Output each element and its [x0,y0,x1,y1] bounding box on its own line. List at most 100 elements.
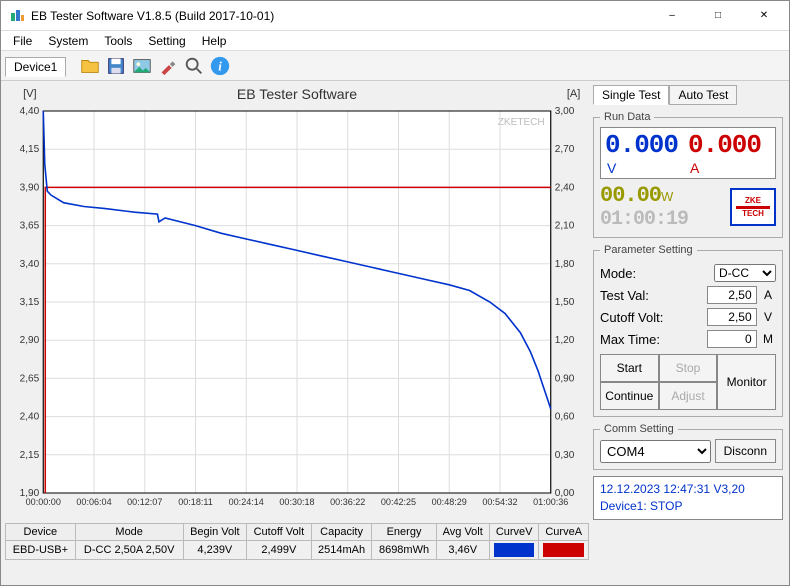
menu-help[interactable]: Help [194,32,235,50]
cell-curvea [539,541,589,560]
open-icon[interactable] [78,54,102,78]
svg-text:4,15: 4,15 [20,144,40,155]
cell-capacity: 2514mAh [311,541,372,560]
tools-icon[interactable] [156,54,180,78]
column-header: Cutoff Volt [247,524,312,541]
stop-button[interactable]: Stop [659,354,718,382]
tab-single-test[interactable]: Single Test [593,85,669,105]
column-header: CurveV [489,524,539,541]
adjust-button[interactable]: Adjust [659,382,718,410]
device-tab[interactable]: Device1 [5,57,66,77]
svg-text:00:42:25: 00:42:25 [381,497,416,507]
svg-text:[V]: [V] [23,88,37,100]
column-header: Energy [372,524,436,541]
svg-text:00:18:11: 00:18:11 [178,497,213,507]
comm-panel: Comm Setting COM4 Disconn [593,423,783,470]
com-port-select[interactable]: COM4 [600,440,711,463]
run-data-legend: Run Data [600,111,654,123]
svg-text:1,20: 1,20 [555,335,575,346]
svg-text:00:06:04: 00:06:04 [76,497,111,507]
column-header: Avg Volt [436,524,489,541]
column-header: Begin Volt [183,524,246,541]
svg-text:00:30:18: 00:30:18 [279,497,314,507]
param-legend: Parameter Setting [600,244,697,256]
close-button[interactable]: ✕ [741,1,787,31]
maxtime-label: Max Time: [600,332,660,347]
toolbar: Device1 i [1,51,789,81]
svg-text:3,65: 3,65 [20,221,40,232]
svg-text:00:24:14: 00:24:14 [229,497,264,507]
svg-text:00:12:07: 00:12:07 [127,497,162,507]
tab-auto-test[interactable]: Auto Test [669,85,737,105]
time-readout: 01:00:19 [600,208,688,231]
save-icon[interactable] [104,54,128,78]
svg-text:ZKETECH: ZKETECH [498,117,545,128]
svg-text:EB Tester Software: EB Tester Software [237,86,357,102]
menu-tools[interactable]: Tools [96,32,140,50]
svg-text:4,40: 4,40 [20,106,40,117]
cell-energy: 8698mWh [372,541,436,560]
run-data-panel: Run Data 0.000V 0.000A 00.00W 01:00:19 Z… [593,111,783,238]
maxtime-input[interactable]: 0 [707,330,757,348]
svg-text:2,65: 2,65 [20,373,40,384]
svg-text:2,40: 2,40 [555,182,575,193]
svg-text:0,90: 0,90 [555,373,575,384]
search-icon[interactable] [182,54,206,78]
svg-text:3,00: 3,00 [555,106,575,117]
svg-text:00:00:00: 00:00:00 [26,497,61,507]
svg-text:01:00:36: 01:00:36 [533,497,568,507]
cell-beginvolt: 4,239V [183,541,246,560]
svg-text:2,15: 2,15 [20,450,40,461]
mode-label: Mode: [600,266,636,281]
svg-text:00:48:29: 00:48:29 [432,497,467,507]
svg-text:00:54:32: 00:54:32 [482,497,517,507]
cutoff-input[interactable]: 2,50 [707,308,757,326]
testval-label: Test Val: [600,288,649,303]
status-line-2: Device1: STOP [600,498,776,515]
menubar: File System Tools Setting Help [1,31,789,51]
parameter-panel: Parameter Setting Mode: D-CC Test Val: 2… [593,244,783,417]
column-header: Device [6,524,76,541]
svg-text:i: i [219,59,223,73]
result-table: DeviceModeBegin VoltCutoff VoltCapacityE… [5,523,589,560]
column-header: Capacity [311,524,372,541]
column-header: CurveA [539,524,589,541]
testval-input[interactable]: 2,50 [707,286,757,304]
menu-system[interactable]: System [40,32,96,50]
power-readout: 00.00 [600,183,661,208]
mode-select[interactable]: D-CC [714,264,776,282]
svg-text:0,30: 0,30 [555,450,575,461]
svg-text:3,15: 3,15 [20,297,40,308]
maximize-button[interactable]: □ [695,1,741,31]
svg-text:2,40: 2,40 [20,412,40,423]
current-readout: 0.000 [688,130,761,160]
menu-file[interactable]: File [5,32,40,50]
app-icon [9,8,25,24]
cell-cutoffvolt: 2,499V [247,541,312,560]
cell-mode: D-CC 2,50A 2,50V [75,541,183,560]
status-line-1: 12.12.2023 12:47:31 V3,20 [600,481,776,498]
voltage-readout: 0.000 [605,130,678,160]
test-mode-tabs: Single Test Auto Test [593,85,783,105]
image-icon[interactable] [130,54,154,78]
svg-text:2,10: 2,10 [555,221,575,232]
info-icon[interactable]: i [208,54,232,78]
window-titlebar: EB Tester Software V1.8.5 (Build 2017-10… [1,1,789,31]
svg-text:1,80: 1,80 [555,259,575,270]
continue-button[interactable]: Continue [600,382,659,410]
svg-text:1,50: 1,50 [555,297,575,308]
svg-text:3,40: 3,40 [20,259,40,270]
status-log: 12.12.2023 12:47:31 V3,20 Device1: STOP [593,476,783,520]
svg-text:[A]: [A] [567,88,581,100]
monitor-button[interactable]: Monitor [717,354,776,410]
disconnect-button[interactable]: Disconn [715,439,776,463]
cell-avgvolt: 3,46V [436,541,489,560]
svg-text:2,90: 2,90 [20,335,40,346]
svg-text:2,70: 2,70 [555,144,575,155]
zke-logo: ZKETECH [730,188,776,226]
svg-text:0,60: 0,60 [555,412,575,423]
comm-legend: Comm Setting [600,423,678,435]
start-button[interactable]: Start [600,354,659,382]
menu-setting[interactable]: Setting [140,32,193,50]
minimize-button[interactable]: – [649,1,695,31]
